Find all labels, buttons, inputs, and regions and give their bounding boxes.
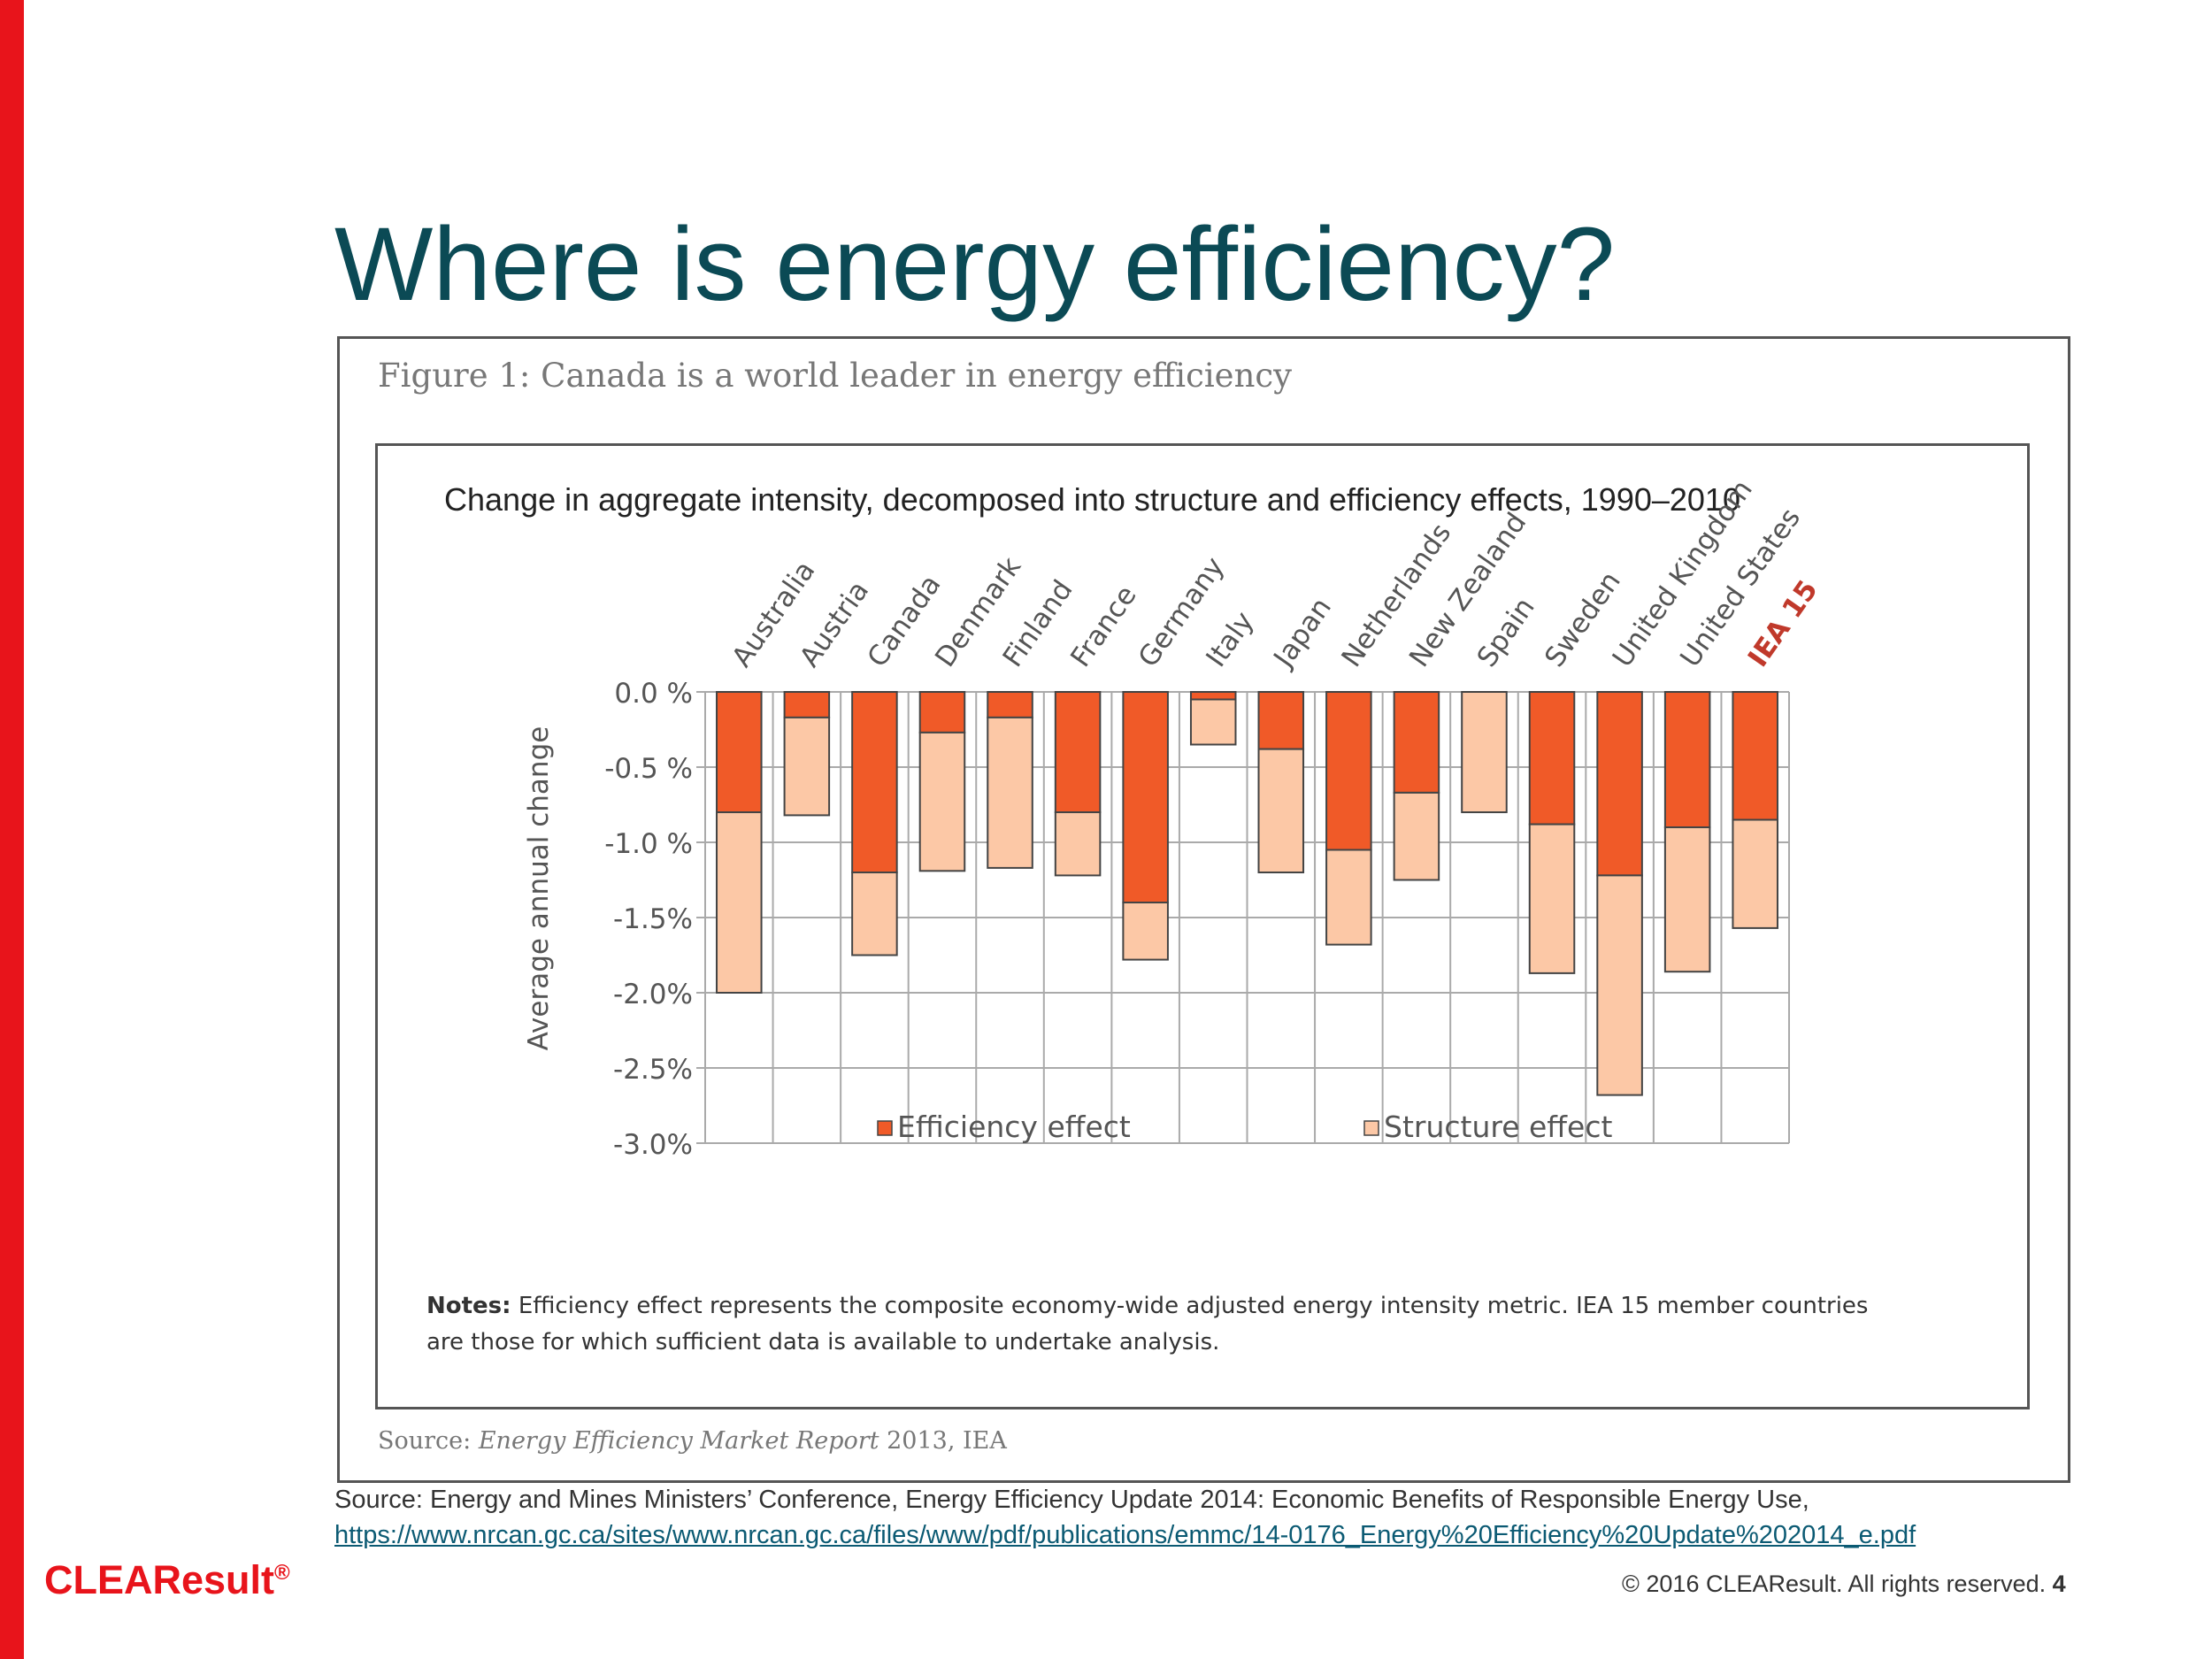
efficiency-bar bbox=[1054, 691, 1102, 813]
efficiency-bar bbox=[1596, 691, 1643, 877]
y-tick-label: -0.5 % bbox=[604, 753, 693, 785]
efficiency-bar bbox=[1528, 691, 1576, 826]
structure-bar bbox=[1528, 823, 1576, 974]
legend-label: Structure effect bbox=[1384, 1110, 1612, 1144]
logo-text: CLEAResult bbox=[44, 1557, 275, 1602]
copyright-footer: © 2016 CLEAResult. All rights reserved. … bbox=[1622, 1571, 2066, 1598]
structure-bar bbox=[1257, 748, 1305, 873]
figure-source-label: Source: bbox=[378, 1427, 472, 1455]
efficiency-bar bbox=[1325, 691, 1372, 851]
efficiency-bar bbox=[783, 691, 831, 718]
y-tick-label: -1.5% bbox=[613, 903, 693, 935]
notes-label: Notes: bbox=[426, 1293, 511, 1319]
structure-bar bbox=[1393, 791, 1440, 881]
slide-title: Where is energy efficiency? bbox=[334, 206, 1616, 323]
copyright-text: © 2016 CLEAResult. All rights reserved. bbox=[1622, 1571, 2047, 1597]
structure-bar bbox=[918, 731, 966, 872]
efficiency-bar bbox=[918, 691, 966, 733]
figure-source-title: Energy Efficiency Market Report bbox=[478, 1427, 879, 1455]
chart-title: Change in aggregate intensity, decompose… bbox=[444, 481, 1740, 518]
notes-text: Efficiency effect represents the composi… bbox=[426, 1293, 1869, 1356]
slide-source: Source: Energy and Mines Ministers’ Conf… bbox=[334, 1482, 1916, 1553]
y-axis-ticks: 0.0 % -0.5 % -1.0 % -1.5% -2.0% -2.5% -3.0% bbox=[604, 678, 693, 1161]
efficiency-bar bbox=[1393, 691, 1440, 794]
structure-bar bbox=[1461, 691, 1508, 813]
slide-source-text: Source: Energy and Mines Ministers’ Conf… bbox=[334, 1486, 1809, 1514]
legend: Efficiency effect Structure effect bbox=[877, 1110, 1612, 1144]
structure-bar bbox=[851, 872, 898, 956]
legend-label: Efficiency effect bbox=[897, 1110, 1131, 1144]
structure-bar bbox=[987, 716, 1033, 869]
figure-caption: Figure 1: Canada is a world leader in en… bbox=[378, 357, 1293, 395]
x-axis-labels: AustraliaAustriaCanadaDenmarkFinlandFran… bbox=[726, 474, 1824, 674]
x-tick-label: Spain bbox=[1471, 592, 1541, 673]
figure-source-rest: 2013, IEA bbox=[887, 1427, 1007, 1455]
chart-notes: Notes: Efficiency effect represents the … bbox=[426, 1288, 1895, 1361]
efficiency-bar bbox=[987, 691, 1033, 718]
chart-frame: Change in aggregate intensity, decompose… bbox=[375, 443, 2030, 1409]
structure-bar bbox=[1054, 811, 1102, 877]
structure-bar bbox=[1596, 874, 1643, 1096]
legend-swatch bbox=[1363, 1120, 1379, 1136]
efficiency-bar bbox=[1257, 691, 1305, 750]
structure-bar bbox=[716, 811, 763, 994]
y-tick-label: -3.0% bbox=[613, 1129, 693, 1161]
efficiency-bar bbox=[716, 691, 763, 813]
y-axis-title: Average annual change bbox=[523, 726, 555, 1051]
bars bbox=[716, 691, 1778, 1096]
figure-source: Source: Energy Efficiency Market Report … bbox=[378, 1427, 1007, 1455]
bar-chart: 0.0 % -0.5 % -1.0 % -1.5% -2.0% -2.5% -3.0% Au… bbox=[523, 474, 1824, 1161]
accent-bar bbox=[0, 0, 24, 1659]
structure-bar bbox=[1189, 698, 1237, 746]
y-tick-label: -2.0% bbox=[613, 979, 693, 1010]
figure-frame: Figure 1: Canada is a world leader in en… bbox=[337, 336, 2070, 1483]
y-tick-label: -2.5% bbox=[613, 1054, 693, 1086]
legend-swatch bbox=[877, 1120, 893, 1136]
efficiency-bar bbox=[1189, 691, 1237, 701]
x-tick-label: Italy bbox=[1200, 606, 1260, 673]
efficiency-bar bbox=[1663, 691, 1711, 828]
efficiency-bar bbox=[851, 691, 898, 873]
structure-bar bbox=[1732, 818, 1778, 929]
y-tick-label: 0.0 % bbox=[614, 678, 693, 710]
x-tick-label: Japan bbox=[1267, 592, 1338, 674]
efficiency-bar bbox=[1732, 691, 1778, 821]
y-tick-label: -1.0 % bbox=[604, 828, 693, 860]
structure-bar bbox=[783, 716, 831, 817]
page-number: 4 bbox=[2052, 1571, 2066, 1597]
company-logo: CLEAResult® bbox=[44, 1557, 290, 1603]
source-link[interactable]: https://www.nrcan.gc.ca/sites/www.nrcan.… bbox=[334, 1521, 1916, 1549]
structure-bar bbox=[1663, 826, 1711, 973]
efficiency-bar bbox=[1122, 691, 1169, 903]
structure-bar bbox=[1325, 849, 1372, 946]
logo-registered-mark: ® bbox=[274, 1561, 290, 1585]
structure-bar bbox=[1122, 902, 1169, 961]
